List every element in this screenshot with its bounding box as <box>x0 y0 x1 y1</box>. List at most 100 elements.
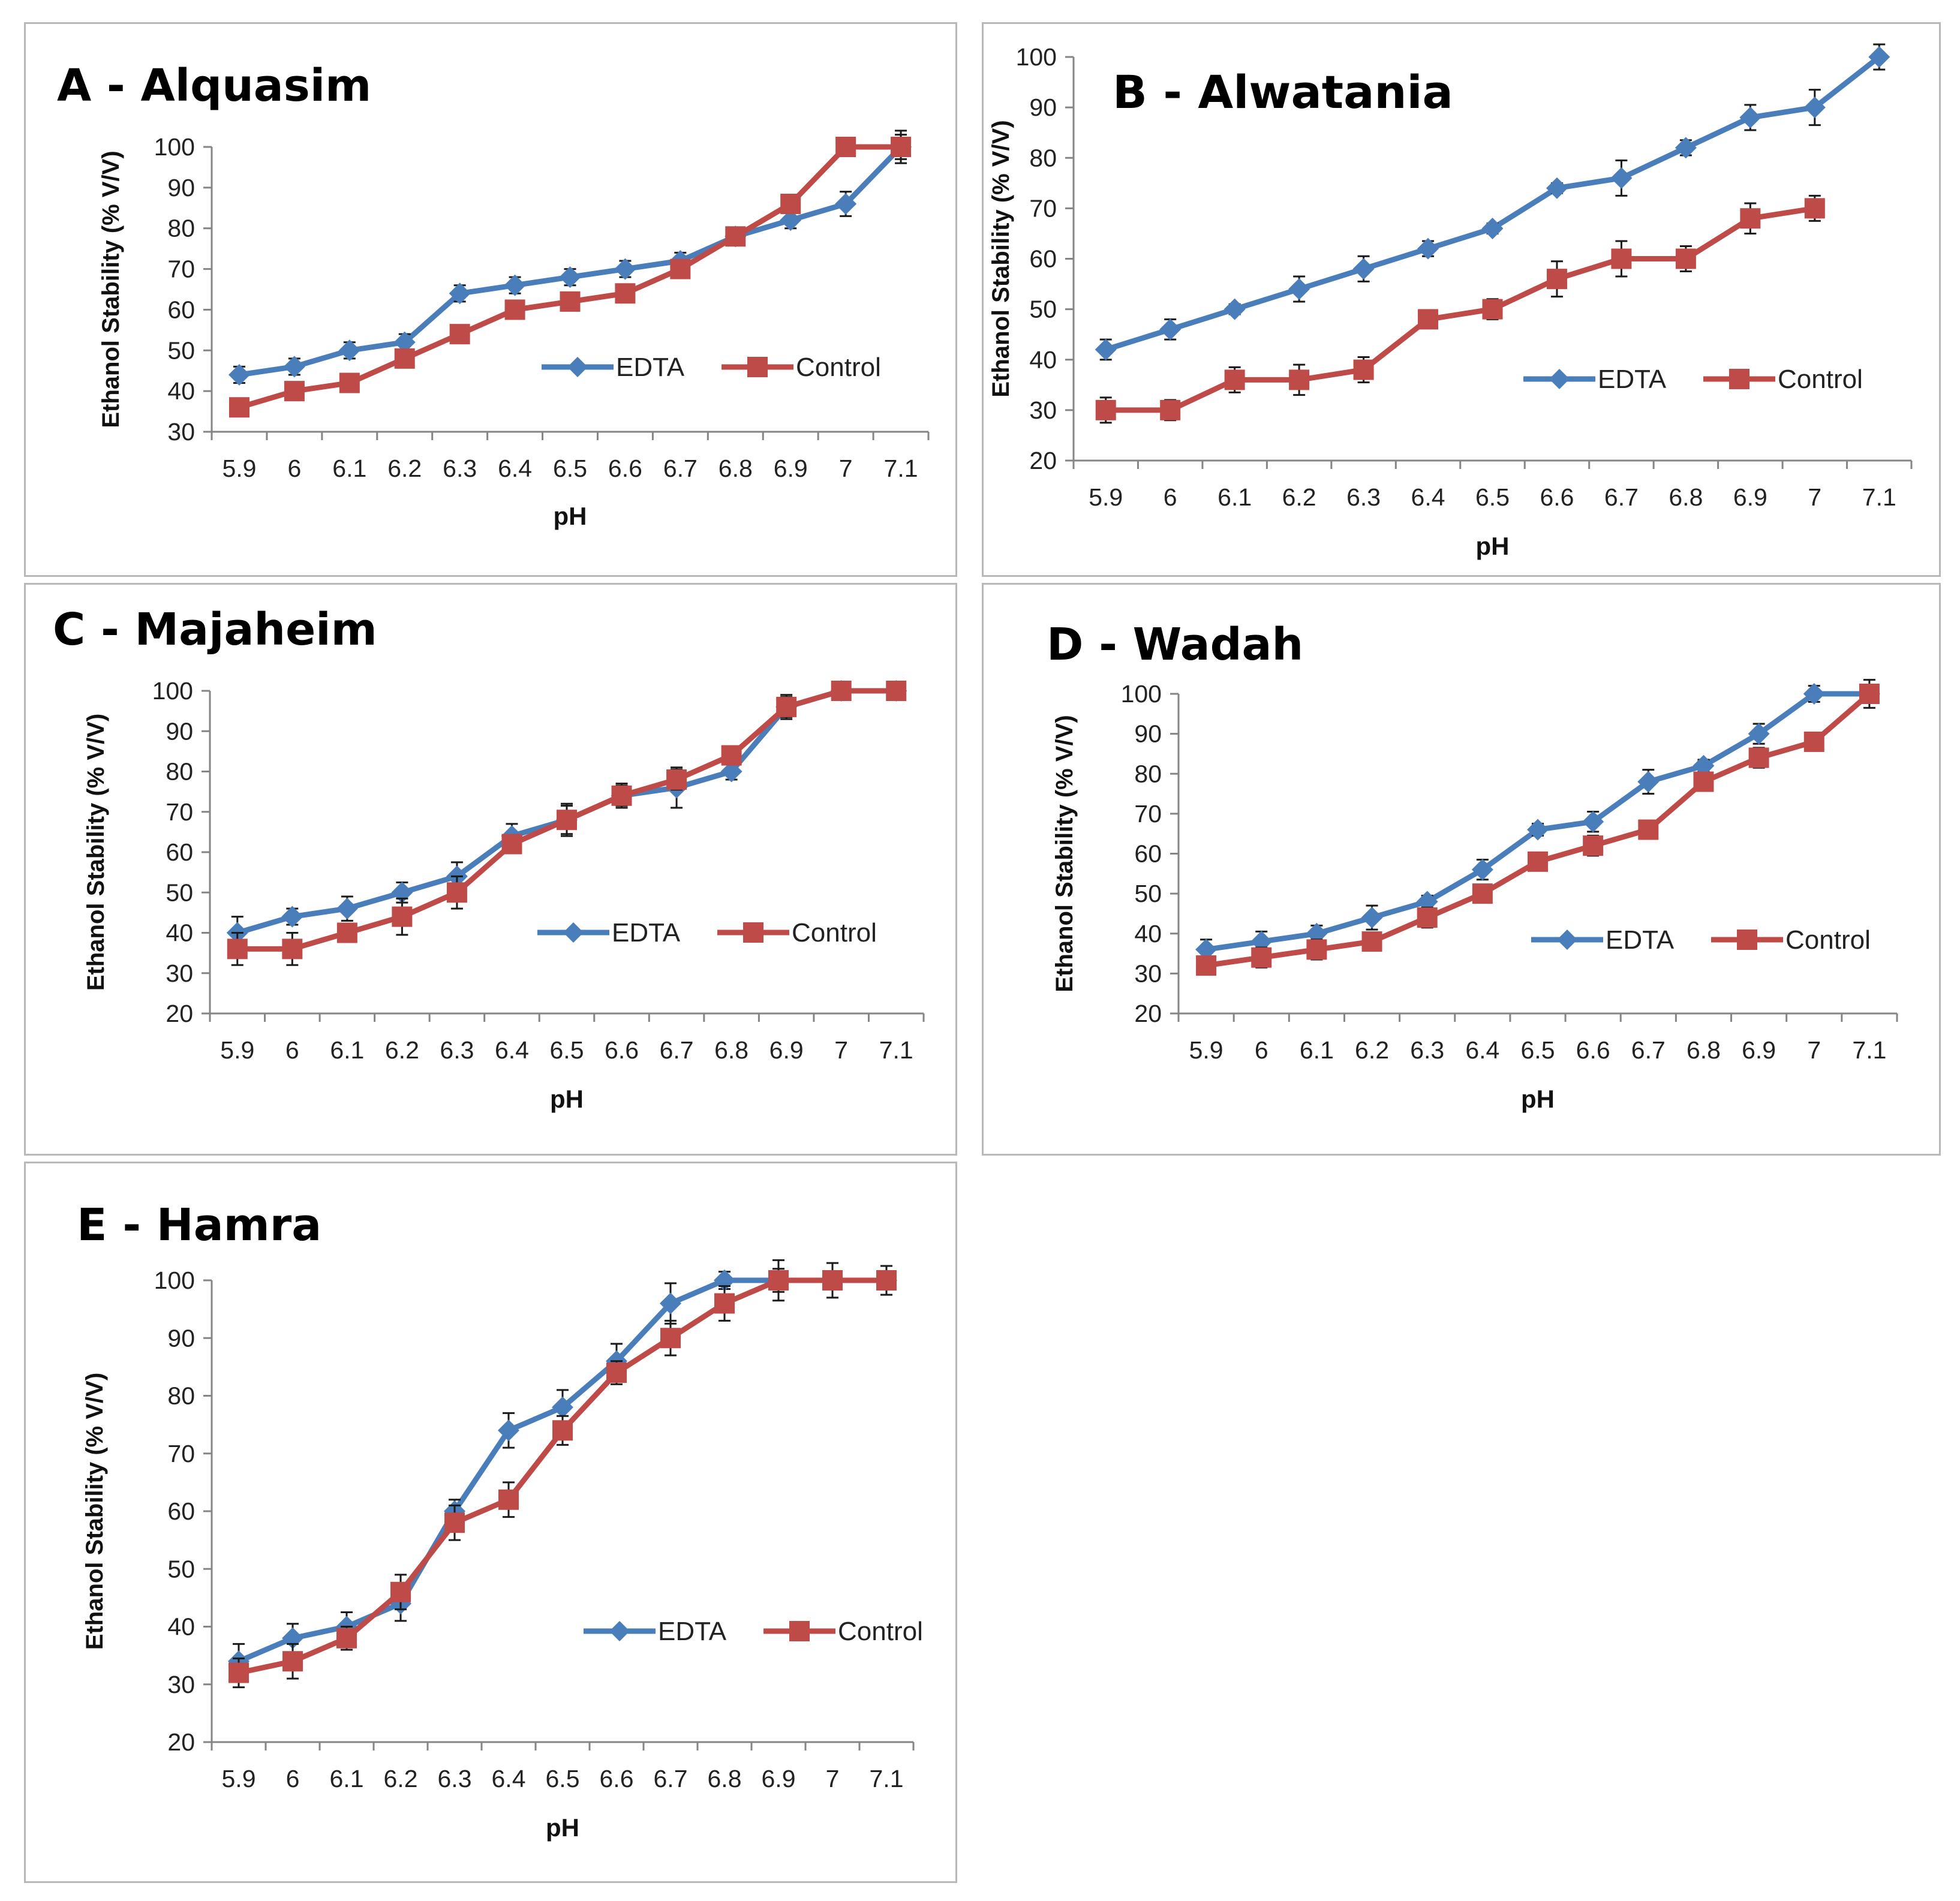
y-tick-label: 80 <box>1134 760 1162 787</box>
x-tick-label: 6.9 <box>769 1036 804 1064</box>
data-point-control <box>1528 851 1548 872</box>
x-tick-label: 5.9 <box>1089 483 1123 511</box>
chart-svg: D - Wadah 20 30 40 50 60 70 80 90 100 5.9 6 6.1 6.2 6.… <box>1047 619 1898 1113</box>
y-tick-label: 80 <box>1029 144 1057 172</box>
x-axis-label: pH <box>550 1085 584 1113</box>
x-tick-label: 6.7 <box>1604 483 1639 511</box>
y-tick-label: 80 <box>166 758 193 786</box>
data-point-control <box>1748 747 1769 768</box>
x-tick-label: 6.5 <box>546 1765 580 1792</box>
data-point-control <box>449 324 470 345</box>
x-tick-label: 5.9 <box>1189 1036 1224 1064</box>
series-control <box>1095 194 1825 424</box>
data-point-control <box>282 1651 303 1672</box>
legend-marker-edta <box>1557 930 1577 950</box>
x-tick-label: 6.9 <box>774 455 808 482</box>
x-tick-label: 6.7 <box>660 1036 694 1064</box>
data-point-edta <box>1546 177 1568 199</box>
y-tick-label: 80 <box>167 215 195 242</box>
y-tick-label: 90 <box>166 717 193 745</box>
data-point-edta <box>614 258 636 280</box>
legend-label-edta: EDTA <box>1598 365 1667 394</box>
legend: EDTA Control <box>542 353 881 382</box>
data-point-edta <box>336 898 358 920</box>
data-point-edta <box>498 1419 519 1442</box>
legend: EDTA Control <box>584 1617 923 1646</box>
data-point-control <box>336 1628 357 1649</box>
chart-svg: C - Majaheim 20 30 40 50 60 70 80 90 100 5.9 6 6.1 6.… <box>53 604 925 1113</box>
data-point-edta <box>1471 859 1493 881</box>
data-point-control <box>666 769 687 790</box>
chart-title: A - Alquasim <box>57 60 371 112</box>
data-point-control <box>886 681 907 701</box>
x-tick-label: 7 <box>834 1036 848 1064</box>
data-point-edta <box>393 331 416 353</box>
data-point-edta <box>780 209 802 231</box>
data-point-control <box>501 834 522 855</box>
x-tick-label: 6.1 <box>1300 1036 1334 1064</box>
x-tick-label: 6.4 <box>492 1765 526 1792</box>
x-tick-label: 7.1 <box>870 1765 904 1792</box>
y-tick-label: 40 <box>1029 346 1057 374</box>
x-axis-label: pH <box>554 502 587 530</box>
x-axis-label: pH <box>1476 532 1510 560</box>
y-tick-label: 40 <box>166 919 193 947</box>
data-point-edta <box>1417 237 1439 260</box>
x-tick-label: 6.9 <box>1733 483 1767 511</box>
y-tick-label: 100 <box>1016 43 1057 71</box>
legend-label-edta: EDTA <box>658 1617 727 1646</box>
x-axis-label: pH <box>1521 1085 1555 1113</box>
data-point-edta <box>1637 771 1660 793</box>
data-point-control <box>660 1328 681 1349</box>
x-tick-label: 6.7 <box>654 1765 688 1792</box>
x-tick-label: 6 <box>286 1765 300 1792</box>
x-tick-label: 6.3 <box>438 1765 472 1792</box>
legend-marker-edta <box>1549 369 1570 389</box>
series-control <box>229 1259 897 1689</box>
data-point-control <box>336 922 357 943</box>
x-tick-label: 6.7 <box>1631 1036 1666 1064</box>
x-tick-label: 6.9 <box>1742 1036 1776 1064</box>
y-tick-label: 50 <box>1134 880 1162 907</box>
data-point-control <box>876 1270 897 1291</box>
y-tick-label: 90 <box>1029 94 1057 121</box>
legend-marker-edta <box>567 357 588 377</box>
data-point-control <box>1306 939 1327 960</box>
legend-label-control: Control <box>1785 925 1871 955</box>
chart-panel-d: D - Wadah 20 30 40 50 60 70 80 90 100 5.9 6 6.1 6.2 6.… <box>982 583 1941 1156</box>
legend: EDTA Control <box>1531 925 1871 955</box>
y-tick-label: 90 <box>167 1324 195 1352</box>
data-point-control <box>1546 269 1567 290</box>
data-point-control <box>670 258 691 279</box>
data-point-edta <box>1352 258 1375 280</box>
x-tick-label: 6.2 <box>384 1765 418 1792</box>
x-tick-label: 6.6 <box>1540 483 1574 511</box>
data-point-control <box>1196 955 1217 976</box>
data-point-control <box>1160 399 1181 420</box>
chart-svg: A - Alquasim 30 40 50 60 70 80 90 100 5.9 6 6.1 6.2 6… <box>57 60 930 530</box>
x-tick-label: 6.5 <box>550 1036 584 1064</box>
x-tick-label: 6.1 <box>330 1765 364 1792</box>
data-point-edta <box>835 193 857 215</box>
y-tick-label: 30 <box>167 1671 195 1698</box>
y-axis-label: Ethanol Stability (% V/V) <box>83 714 109 991</box>
legend: EDTA Control <box>537 918 877 948</box>
y-tick-label: 70 <box>1029 194 1057 222</box>
data-point-edta <box>552 1396 573 1418</box>
legend-label-edta: EDTA <box>612 918 681 948</box>
data-point-control <box>1472 883 1493 904</box>
x-tick-label: 6.6 <box>600 1765 634 1792</box>
data-point-control <box>390 1581 411 1602</box>
y-tick-label: 50 <box>167 1555 195 1583</box>
data-point-edta <box>1288 278 1310 300</box>
data-point-control <box>615 283 636 304</box>
y-tick-label: 100 <box>154 1267 195 1294</box>
y-tick-label: 90 <box>1134 720 1162 748</box>
x-tick-label: 6.7 <box>663 455 698 482</box>
series-edta <box>1195 683 1880 961</box>
x-tick-label: 6.3 <box>440 1036 474 1064</box>
data-point-control <box>1289 369 1310 390</box>
y-tick-label: 70 <box>1134 800 1162 828</box>
y-tick-label: 50 <box>167 336 195 364</box>
data-point-edta <box>1195 939 1218 961</box>
